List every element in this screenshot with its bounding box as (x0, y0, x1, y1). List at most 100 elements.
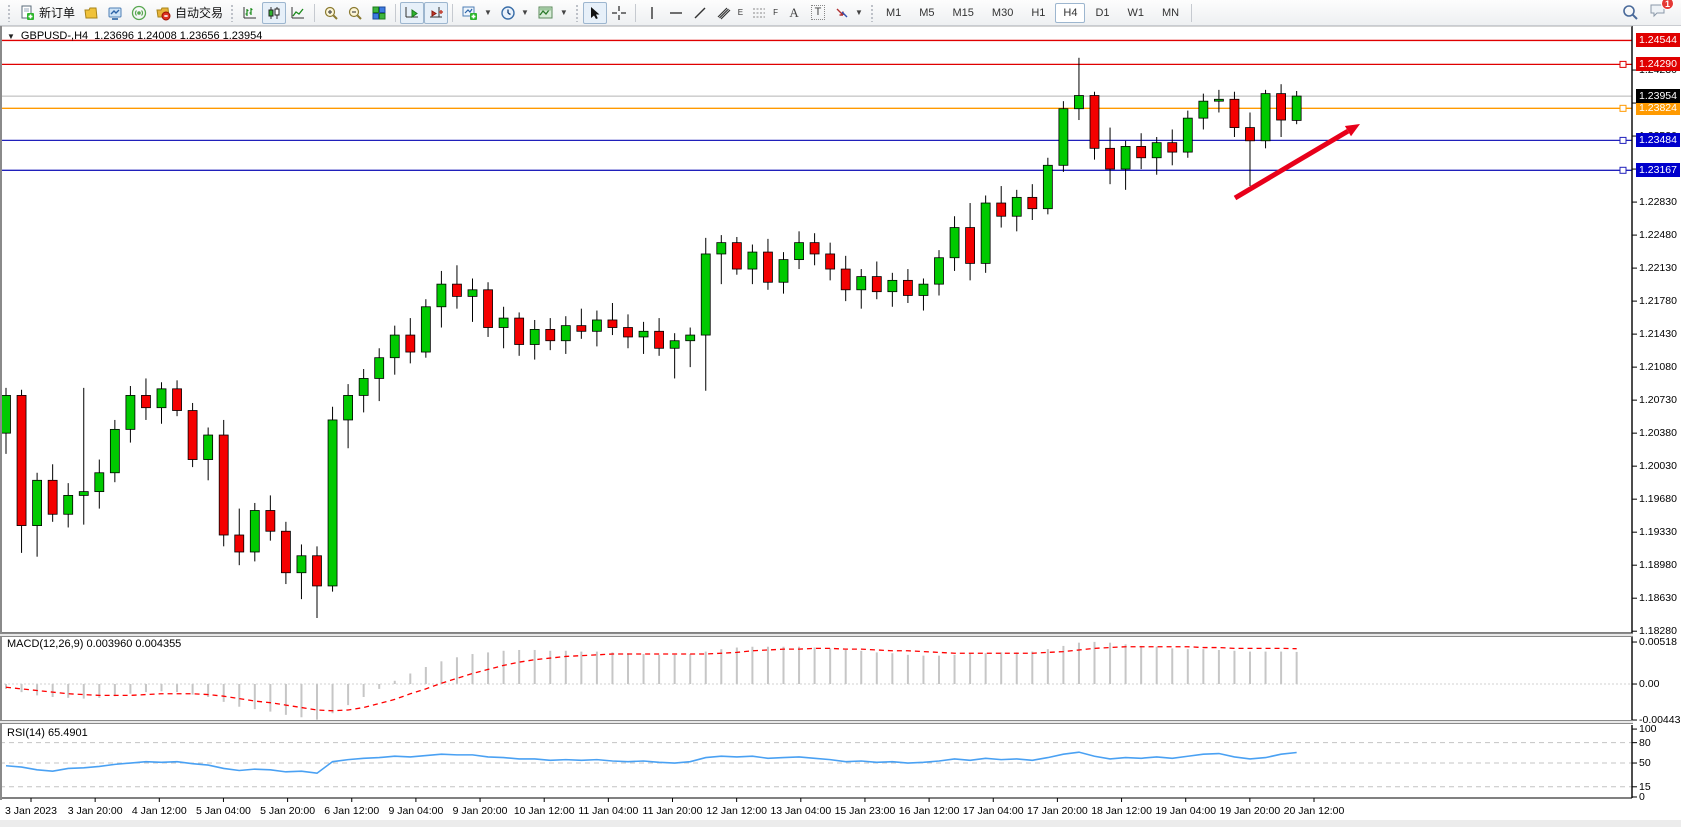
candle (1291, 95, 1302, 121)
timeframe-button-m1[interactable]: M1 (885, 6, 902, 19)
timeframe-button-h1[interactable]: H1 (1031, 6, 1046, 19)
vertical-line-tool-button[interactable] (640, 2, 664, 24)
clock-icon (501, 5, 515, 20)
time-axis-label: 5 Jan 20:00 (260, 805, 316, 817)
arrow-tool-icon (836, 8, 848, 17)
chart-canvas[interactable] (0, 26, 1681, 827)
signals-button[interactable] (127, 2, 151, 24)
search-icon[interactable] (1622, 4, 1639, 21)
candle (934, 257, 944, 285)
level-line-handle[interactable] (1619, 136, 1627, 144)
candle (312, 555, 322, 587)
candle (1214, 98, 1224, 102)
horizontal-line-tool-button[interactable] (664, 2, 688, 24)
notifications-button[interactable]: 1 (1649, 0, 1674, 23)
arrows-tool-button[interactable]: ▼ (830, 2, 867, 24)
zoom-in-button[interactable] (319, 2, 343, 24)
macd-signal-line (5, 646, 1297, 712)
horizontal-level-lines[interactable] (0, 39, 1632, 174)
periods-button[interactable]: ▼ (496, 2, 533, 24)
chart-profiles-button[interactable] (79, 2, 103, 24)
indicators-button[interactable]: ▼ (457, 2, 496, 24)
time-axis-label: 17 Jan 20:00 (1027, 805, 1088, 817)
pane-splitter[interactable] (0, 720, 1633, 724)
toolbar-separator (1191, 3, 1193, 22)
rsi-tick-label: 15 (1639, 780, 1651, 793)
time-axis-label: 6 Jan 12:00 (324, 805, 380, 817)
level-line-handle[interactable] (1619, 166, 1627, 174)
auto-scroll-button[interactable] (400, 1, 425, 24)
candle (1260, 93, 1271, 142)
candle (498, 317, 509, 328)
candle (685, 334, 696, 342)
time-axis-label: 12 Jan 12:00 (706, 805, 767, 817)
candle (1058, 108, 1069, 166)
trendline-tool-button[interactable] (688, 2, 712, 24)
trend-arrow-annotation[interactable] (1233, 124, 1360, 201)
vertical-line-icon (651, 6, 653, 19)
auto-trading-button[interactable]: 自动交易 (151, 2, 227, 24)
candle (716, 242, 727, 255)
candle (343, 395, 354, 421)
timeframe-button-m5[interactable]: M5 (919, 6, 935, 19)
templates-button[interactable]: ▼ (533, 2, 572, 24)
channel-tool-button[interactable]: E (712, 2, 747, 24)
candle (747, 251, 758, 270)
collapse-caret-icon[interactable]: ▼ (7, 31, 15, 41)
auto-scroll-icon (405, 6, 419, 18)
text-tool-button[interactable]: A (782, 2, 806, 24)
price-tick-label: 1.19680 (1639, 493, 1677, 506)
pane-splitter[interactable] (0, 633, 1633, 637)
level-line-handle[interactable] (1619, 60, 1627, 68)
candle (903, 279, 913, 296)
channel-glyph: E (737, 8, 744, 17)
new-order-button[interactable]: 新订单 (15, 2, 79, 24)
symbol-period-label: GBPUSD-,H4 (20, 30, 89, 42)
timeframe-group: M1 M5 M15 M30 H1 H4 D1 W1 MN (878, 2, 1187, 23)
candle (109, 428, 120, 474)
candle (32, 479, 42, 526)
candle (1011, 196, 1022, 217)
timeframe-button-w1[interactable]: W1 (1127, 6, 1145, 19)
zoom-out-button[interactable] (343, 2, 367, 24)
text-label-tool-button[interactable]: T (806, 2, 830, 24)
toolbar: 新订单 自动交易 (0, 0, 1681, 26)
candle (1042, 164, 1053, 210)
text-label-icon: T (810, 5, 826, 20)
bar-chart-button[interactable] (238, 2, 262, 24)
timeframe-button-m30[interactable]: M30 (991, 6, 1014, 19)
price-tick-label: 1.18280 (1639, 625, 1677, 638)
crosshair-tool-button[interactable] (607, 2, 631, 24)
trendline-icon (694, 7, 706, 18)
tile-windows-button[interactable] (367, 2, 391, 24)
price-tick-label: 1.20380 (1639, 427, 1677, 440)
market-watch-button[interactable] (103, 2, 127, 24)
chart-left-border (0, 26, 2, 800)
price-tick-label: 1.18630 (1639, 592, 1677, 605)
candle (545, 329, 556, 342)
timeframe-button-mn[interactable]: MN (1162, 6, 1180, 19)
time-axis-label: 9 Jan 20:00 (452, 805, 508, 817)
time-axis-label: 9 Jan 04:00 (388, 805, 444, 817)
add-indicator-icon (462, 6, 478, 20)
candle (94, 472, 105, 493)
candle (280, 530, 291, 574)
candle (125, 395, 136, 430)
current-price-badge: 1.23954 (1636, 89, 1680, 104)
candlestick-chart-button[interactable] (262, 1, 287, 24)
time-axis-label: 10 Jan 12:00 (513, 805, 575, 817)
candle (638, 330, 649, 338)
candle (825, 253, 836, 270)
candle (514, 317, 525, 345)
zoom-in-icon (324, 6, 338, 20)
candle (374, 357, 385, 379)
cursor-tool-button[interactable] (582, 1, 607, 24)
timeframe-button-h4[interactable]: H4 (1055, 2, 1086, 23)
chart-shift-button[interactable] (424, 1, 449, 24)
level-line-handle[interactable] (1619, 104, 1627, 112)
timeframe-button-m15[interactable]: M15 (952, 6, 974, 19)
timeframe-button-d1[interactable]: D1 (1095, 6, 1110, 19)
time-axis-label: 15 Jan 23:00 (834, 805, 896, 817)
fibonacci-tool-button[interactable]: F (747, 2, 782, 24)
line-chart-button[interactable] (286, 2, 310, 24)
